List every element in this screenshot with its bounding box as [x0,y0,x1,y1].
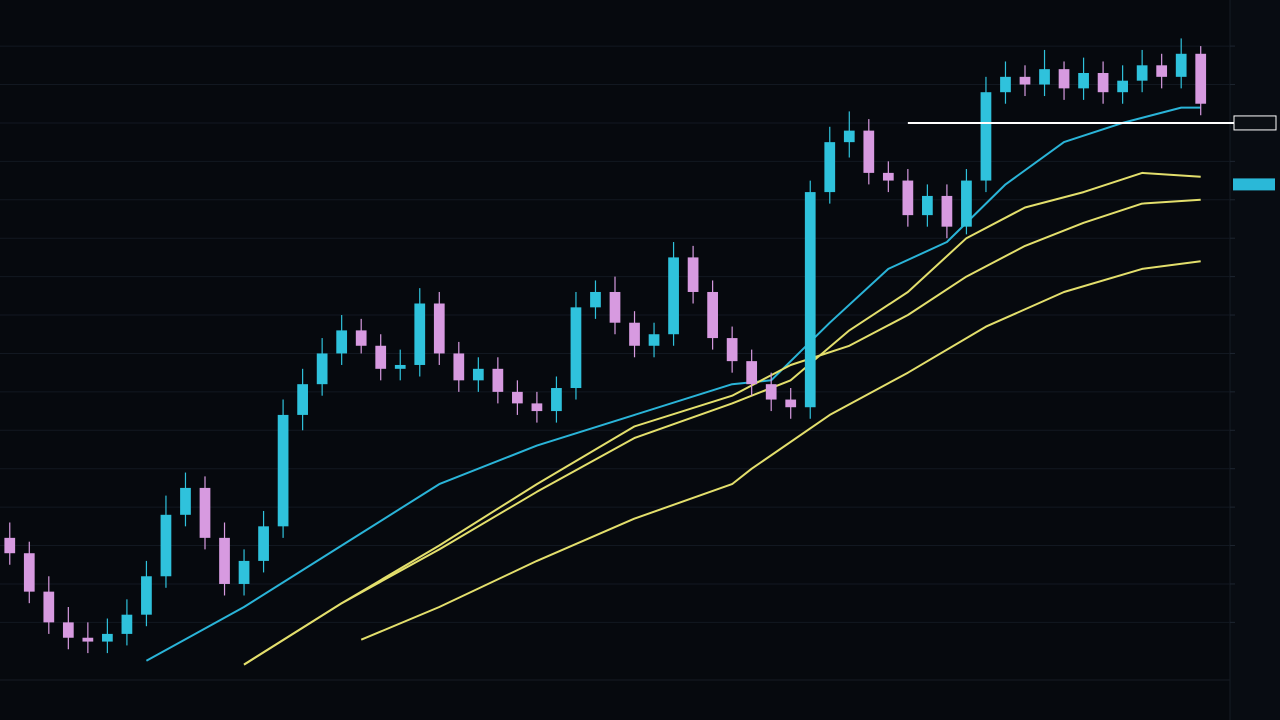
candle-body [590,291,601,308]
candle-body [746,361,758,385]
candle-body [882,172,894,181]
candle-body [82,637,94,642]
candle-body [1175,53,1187,77]
candle-body [570,307,582,389]
moving-average-line [360,260,1201,641]
candle-body [43,591,55,623]
moving-average-line [145,106,1201,662]
candle-body [629,322,640,346]
candle-body [62,622,74,638]
candle-body [453,353,465,381]
candle-body [1097,72,1109,93]
candle-body [941,195,953,227]
candle-body [609,291,621,323]
candle-body [961,180,972,227]
candle-body [160,514,172,577]
candle-body [707,291,718,339]
price-level-tag [1233,115,1277,131]
candle-body [804,192,816,408]
candle-body [1136,65,1148,81]
candle-body [824,142,836,193]
candle-body [1019,76,1031,85]
candle-body [765,384,777,400]
candle-body [980,92,992,181]
candle-body [785,399,797,408]
candle-body [863,130,875,173]
candle-body [492,368,504,392]
candle-body [355,330,367,346]
candle-body [336,330,348,354]
candle-body [551,388,562,412]
candle-body [199,487,211,538]
candle-body [472,368,484,381]
candle-body [433,303,445,354]
moving-average-line [243,198,1201,666]
candle-body [258,526,269,561]
candle-body [1039,69,1050,85]
candle-body [726,338,738,362]
candle-body [180,487,191,515]
candle-body [375,345,387,369]
candle-body [843,130,855,143]
candle-body [1078,72,1089,89]
candle-body [687,257,699,292]
candle-body [922,195,933,216]
candle-body [1000,76,1011,93]
candle-body [512,391,523,404]
candle-body [316,353,328,385]
candle-body [297,384,308,415]
candle-body [531,403,543,412]
candle-body [668,257,679,335]
current-price-tag [1233,178,1275,191]
candle-body [23,553,35,592]
candle-body [121,614,133,634]
candle-body [902,180,914,216]
candle-body [141,576,152,615]
candle-body [219,537,230,584]
candle-body [102,633,113,642]
candle-body [1156,65,1168,77]
price-axis [1230,0,1280,720]
candle-body [1117,80,1128,93]
candle-body [1058,69,1070,89]
candle-body [394,364,406,369]
candle-body [277,414,289,527]
candle-body [1195,53,1207,104]
candle-body [414,303,426,365]
candle-body [238,560,250,584]
candle-body [648,334,660,346]
candle-body [4,537,16,554]
